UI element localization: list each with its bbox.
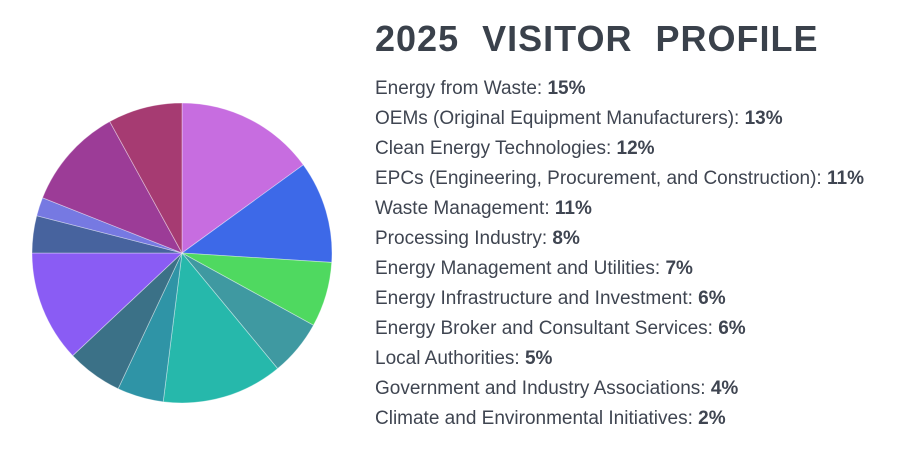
pie-slice (162, 252, 279, 404)
pie-slice (72, 252, 183, 390)
legend-item: Local Authorities: 5% (375, 344, 895, 374)
legend-item: Energy Broker and Consultant Services: 6… (375, 314, 895, 344)
pie-slice (180, 164, 333, 263)
legend-item-label: Clean Energy Technologies: (375, 138, 617, 159)
pie-slice (117, 252, 183, 403)
legend-item-label: EPCs (Engineering, Procurement, and Cons… (375, 168, 827, 189)
page-title: 2025 VISITOR PROFILE (375, 18, 819, 59)
legend-item-value: 12% (616, 138, 655, 159)
pie-slice (181, 252, 333, 326)
legend-item-label: OEMs (Original Equipment Manufacturers): (375, 108, 745, 129)
legend-item-label: Waste Management: (375, 198, 555, 219)
legend-item-label: Local Authorities: (375, 348, 525, 369)
pie-slice (181, 252, 314, 370)
legend-item-value: 13% (744, 108, 783, 129)
legend-item-label: Energy from Waste: (375, 78, 548, 99)
legend-item: Processing Industry: 8% (375, 224, 895, 254)
legend-item-label: Energy Management and Utilities: (375, 258, 666, 279)
legend-item-value: 5% (524, 348, 553, 369)
legend-item: Climate and Environmental Initiatives: 2… (375, 404, 895, 434)
legend-item-value: 15% (547, 78, 586, 99)
legend-item: Waste Management: 11% (375, 194, 895, 224)
pie-slice (31, 252, 184, 357)
legend-item: Energy Management and Utilities: 7% (375, 254, 895, 284)
right-panel: 2025 VISITOR PROFILE Energy from Waste: … (375, 18, 895, 434)
legend-item: Energy from Waste: 15% (375, 74, 895, 104)
legend-item-value: 11% (827, 168, 864, 189)
legend-item: Energy Infrastructure and Investment: 6% (375, 284, 895, 314)
legend-item-label: Government and Industry Associations: (375, 378, 711, 399)
legend-item: Government and Industry Associations: 4% (375, 374, 895, 404)
legend-item-value: 2% (698, 408, 726, 429)
legend-item-label: Energy Broker and Consultant Services: (375, 318, 719, 339)
legend-item-value: 11% (554, 198, 592, 219)
legend-item: OEMs (Original Equipment Manufacturers):… (375, 104, 895, 134)
legend-item-label: Energy Infrastructure and Investment: (375, 288, 699, 309)
legend-item-value: 8% (552, 228, 580, 249)
legend-item-value: 4% (710, 378, 739, 399)
legend-item-label: Climate and Environmental Initiatives: (375, 408, 699, 429)
pie-slice (181, 102, 304, 254)
legend-item-value: 6% (718, 318, 746, 339)
legend-item-value: 6% (698, 288, 726, 309)
pie-slice (31, 215, 183, 254)
legend-item-value: 7% (665, 258, 693, 279)
legend-item: Clean Energy Technologies: 12% (375, 134, 895, 164)
pie-slice (42, 121, 183, 254)
legend-item-label: Processing Industry: (375, 228, 553, 249)
legend-item: EPCs (Engineering, Procurement, and Cons… (375, 164, 895, 194)
legend-list: Energy from Waste: 15% OEMs (Original Equ… (375, 74, 895, 434)
pie-slice (36, 197, 183, 254)
pie-slice (109, 102, 183, 254)
